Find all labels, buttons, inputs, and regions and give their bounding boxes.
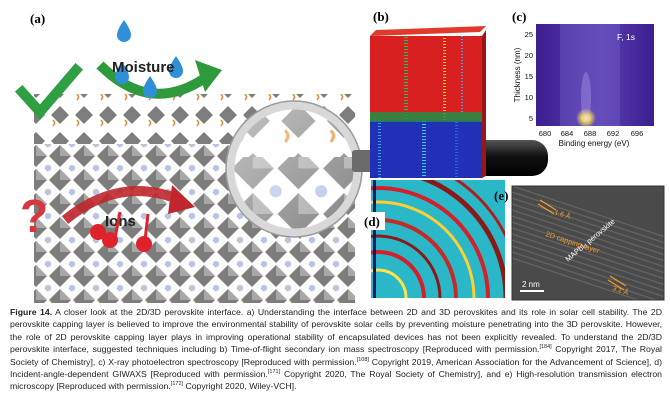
caption-ref: [172] <box>170 381 184 388</box>
panel-d-label: (d) <box>364 214 380 229</box>
xps-xlabel: Binding energy (eV) <box>559 139 630 148</box>
xps-ytick: 15 <box>525 72 533 81</box>
panel-e: (e) 1.6 Å 2D capping layer MAPbI₃ perov <box>494 185 665 301</box>
xps-xtick: 692 <box>607 129 620 138</box>
panel-a-label: (a) <box>30 11 45 26</box>
panel-b-label: (b) <box>373 9 389 24</box>
panel-a: (a) Moisture ? Ions <box>14 11 548 305</box>
caption-ref: [184] <box>539 344 552 351</box>
panel-b: (b) <box>370 9 486 178</box>
xps-ytick: 10 <box>525 93 533 102</box>
tem-scalebar <box>520 290 544 292</box>
figure-caption: Figure 14. A closer look at the 2D/3D pe… <box>10 306 662 393</box>
caption-ref: [108] <box>356 356 369 363</box>
panel-e-label: (e) <box>494 188 508 203</box>
xps-annotation: F, 1s <box>617 32 635 42</box>
tofsim-cube-lower <box>370 120 482 178</box>
xps-ytick: 5 <box>529 114 533 123</box>
ion-spheres <box>90 211 152 252</box>
caption-text: Copyright 2017, The Royal Society of Che… <box>10 344 662 367</box>
xps-ytick: 25 <box>525 30 533 39</box>
check-mark-icon <box>14 62 84 120</box>
caption-text: A closer look at the 2D/3D perovskite in… <box>10 307 662 355</box>
ions-label: Ions <box>105 213 136 230</box>
caption-figure-label: Figure 14. <box>10 307 53 317</box>
xps-xtick: 680 <box>539 129 552 138</box>
xps-xtick: 688 <box>584 129 597 138</box>
panel-c-label: (c) <box>512 9 526 24</box>
caption-text: Copyright 2020, Wiley-VCH]. <box>183 381 297 392</box>
panel-d: (d) <box>361 180 505 298</box>
moisture-label: Moisture <box>112 59 175 76</box>
figure-14: (a) Moisture ? Ions <box>14 9 665 305</box>
caption-text: Copyright 2020, The Royal Society of Che… <box>10 369 663 392</box>
question-mark-icon: ? <box>20 190 48 242</box>
panel-c: (c) F, 1s Thickness (nm) 25 20 15 10 5 6… <box>512 9 654 148</box>
xps-ylabel: Thickness (nm) <box>513 47 522 102</box>
water-drops-icon <box>115 20 183 98</box>
xps-peak <box>576 108 596 128</box>
xps-xtick: 684 <box>561 129 574 138</box>
ions-arrow-icon <box>61 186 182 224</box>
xps-xtick: 696 <box>631 129 644 138</box>
xps-ytick: 20 <box>525 51 533 60</box>
caption-ref: [171] <box>267 369 281 376</box>
tofsim-cube-top <box>370 26 486 36</box>
caption-text: Copyright 2019, American Association for… <box>10 356 662 380</box>
xps-heatmap <box>536 24 654 126</box>
tem-scalebar-label: 2 nm <box>522 280 540 289</box>
